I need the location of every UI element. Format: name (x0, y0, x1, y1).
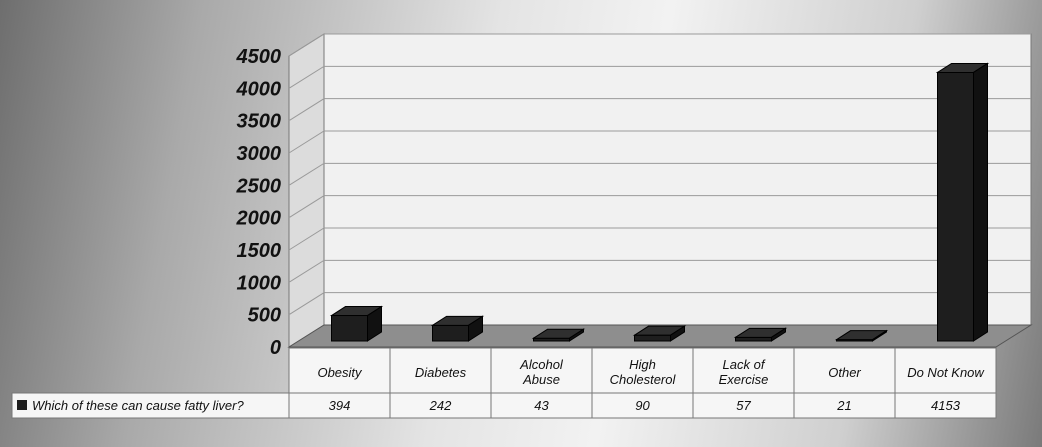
gridline (288, 227, 1031, 251)
table-value-row (11, 392, 997, 419)
category-label: Other (828, 365, 861, 380)
data-value-label: 57 (736, 398, 751, 413)
category-label: Exercise (719, 372, 769, 387)
bar-side (670, 325, 685, 342)
data-value-label: 43 (534, 398, 549, 413)
side-wall (288, 33, 325, 348)
data-value-label: 242 (429, 398, 452, 413)
legend-series-name: Which of these can cause fatty liver? (32, 398, 244, 413)
bar-side (872, 329, 887, 342)
category-label: Alcohol (519, 357, 564, 372)
gridline (288, 162, 1031, 186)
table-header-row (288, 347, 997, 394)
category-label: Abuse (522, 372, 560, 387)
bar-side (569, 328, 584, 342)
bar (331, 315, 368, 342)
category-label: Cholesterol (610, 372, 677, 387)
bar (937, 71, 974, 342)
category-label: Lack of (723, 357, 766, 372)
gridline (288, 65, 1031, 89)
back-wall (323, 33, 1032, 326)
y-tick-label: 3000 (237, 143, 282, 165)
gridline (288, 292, 1031, 316)
data-value-label: 90 (635, 398, 650, 413)
y-tick-label: 1000 (237, 272, 282, 294)
bar-side (771, 327, 786, 342)
y-tick-label: 2000 (236, 208, 282, 230)
bar (634, 334, 671, 342)
bar-side (973, 62, 988, 342)
gridline (288, 259, 1031, 283)
data-value-label: 21 (836, 398, 851, 413)
bar-side (468, 315, 483, 342)
category-label: High (629, 357, 656, 372)
gridline (288, 130, 1031, 154)
bar-side (367, 305, 382, 342)
y-tick-label: 0 (270, 337, 281, 359)
y-tick-label: 2500 (236, 175, 282, 197)
y-tick-label: 4000 (236, 78, 282, 100)
category-label: Obesity (317, 365, 363, 380)
data-value-label: 4153 (931, 398, 961, 413)
legend-swatch (17, 400, 27, 410)
gridline (288, 33, 1031, 57)
y-tick-label: 1500 (237, 240, 282, 262)
bar (432, 324, 469, 342)
gridline (288, 195, 1031, 219)
category-label: Do Not Know (907, 365, 985, 380)
y-tick-label: 3500 (237, 111, 282, 133)
gridline (288, 98, 1031, 122)
category-label: Diabetes (415, 365, 467, 380)
y-tick-label: 500 (248, 305, 281, 327)
y-tick-label: 4500 (236, 46, 282, 68)
data-value-label: 394 (329, 398, 351, 413)
bar (735, 336, 772, 342)
